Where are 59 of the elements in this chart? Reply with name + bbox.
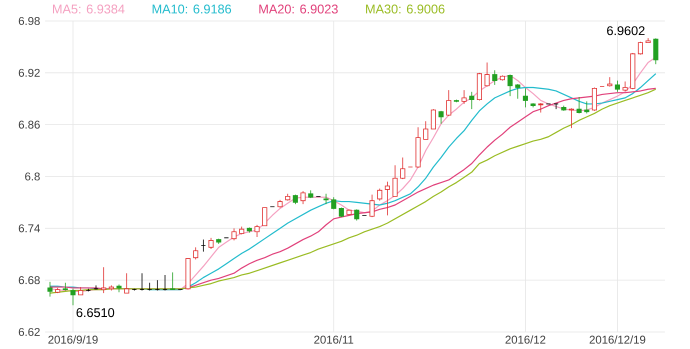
x-tick-label: 2016/11 [314, 335, 354, 344]
x-tick-label: 2016/12 [506, 335, 546, 344]
y-tick-label: 6.8 [25, 172, 40, 180]
candlestick [331, 196, 336, 210]
candlestick [208, 237, 214, 250]
x-tick-label: 2016/9/19 [48, 335, 98, 344]
candlestick [70, 288, 76, 306]
candlestick [515, 84, 520, 100]
candlestick [584, 100, 590, 114]
candlestick [231, 228, 237, 241]
y-tick-label: 6.86 [18, 120, 40, 129]
candlestick [622, 81, 628, 92]
candlestick [124, 272, 130, 294]
candlestick [392, 164, 398, 197]
candlestick [292, 194, 298, 205]
candlestick [438, 110, 444, 124]
candlestick [430, 108, 436, 130]
candlestick [193, 246, 198, 260]
candlestick [370, 194, 375, 218]
candlestick [47, 281, 53, 297]
annotation: 6.9602 [607, 26, 645, 36]
candlestick [522, 88, 528, 108]
candlestick [638, 41, 643, 56]
candlestick [300, 190, 306, 205]
candlestick [469, 91, 474, 110]
candlestick [508, 74, 513, 97]
candlestick [607, 76, 612, 88]
text: MA10: 6.9186 [152, 4, 232, 14]
candlestick [576, 96, 582, 114]
candlestick [338, 207, 344, 218]
candlestick [384, 181, 390, 216]
candlestick [592, 87, 597, 112]
annotation: 6.6510 [76, 308, 114, 318]
candlestick [614, 80, 620, 92]
candlestick [377, 188, 382, 202]
candlestick [462, 90, 467, 104]
candlestick [492, 70, 498, 86]
candlestick [262, 207, 268, 226]
candlestick [446, 90, 452, 116]
candlestick [484, 62, 490, 88]
candlestick [568, 108, 574, 129]
candlestick [101, 266, 106, 294]
candlestick [653, 38, 658, 65]
y-tick-label: 6.62 [18, 328, 40, 336]
x-tick-label: 2016/12/19 [590, 335, 646, 344]
y-tick-label: 6.74 [18, 224, 40, 232]
candlestick [538, 102, 544, 113]
y-tick-label: 6.68 [18, 276, 40, 284]
candlestick [423, 120, 428, 140]
candlestick [400, 157, 406, 180]
y-tick-label: 6.98 [18, 16, 40, 26]
candlestick [170, 272, 176, 290]
candlestick [254, 224, 260, 238]
candlestick [354, 208, 360, 221]
text: MA5: 6.9384 [52, 4, 125, 14]
y-tick-label: 6.92 [18, 68, 40, 77]
candlestick [324, 193, 329, 205]
text: MA20: 6.9023 [259, 4, 338, 14]
text: MA30: 6.9006 [366, 4, 444, 14]
